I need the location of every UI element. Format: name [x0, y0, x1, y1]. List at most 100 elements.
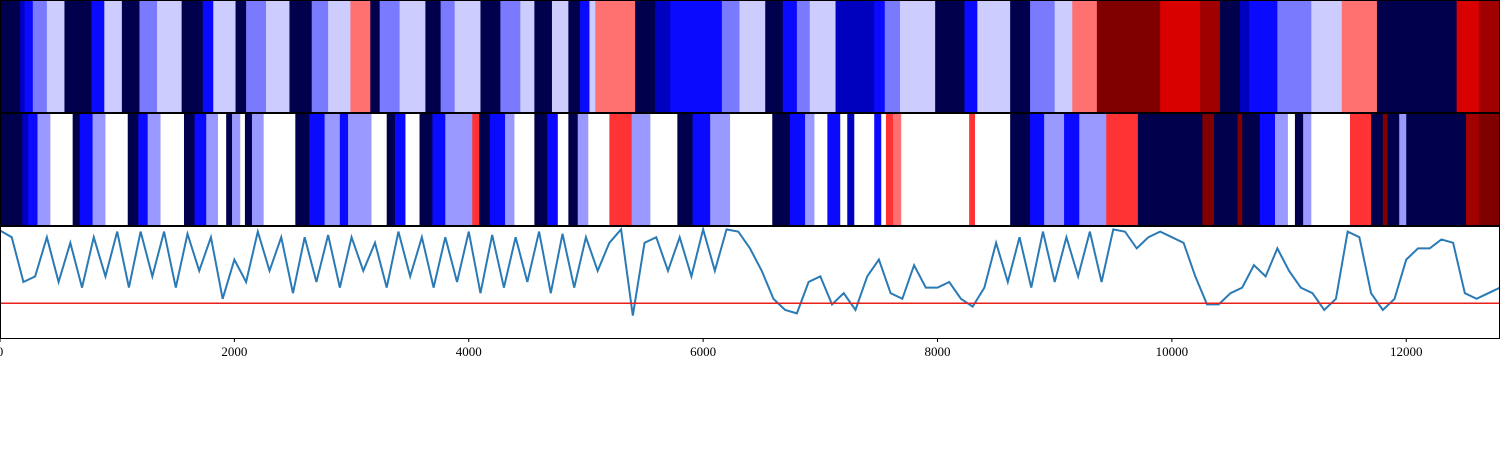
heat-cell: [588, 113, 610, 225]
heat-cell: [514, 113, 535, 225]
heat-cell: [1237, 113, 1243, 225]
heat-cell: [551, 0, 569, 112]
heat-cell: [432, 113, 446, 225]
heat-cell: [1259, 113, 1276, 225]
heat-cell: [1030, 113, 1045, 225]
heat-cell: [289, 0, 313, 112]
heat-cell: [1219, 0, 1241, 112]
heat-cell: [969, 113, 976, 225]
heat-cell: [814, 113, 828, 225]
heat-cell: [181, 0, 204, 112]
heat-cell: [827, 113, 841, 225]
heat-cell: [28, 113, 38, 225]
heat-cell: [339, 113, 349, 225]
heat-cell: [1044, 113, 1065, 225]
heat-cell: [263, 113, 296, 225]
heat-cell: [386, 113, 396, 225]
heat-cell: [500, 0, 521, 112]
heat-cell: [1202, 113, 1215, 225]
heat-cell: [655, 0, 671, 112]
x-tick-label: 6000: [690, 344, 716, 359]
heat-cell: [489, 113, 506, 225]
heat-cell: [405, 113, 421, 225]
heat-cell: [1239, 0, 1250, 112]
heat-cell: [650, 113, 678, 225]
heat-cell: [884, 0, 901, 112]
heat-cell: [1294, 113, 1304, 225]
heat-cell: [311, 0, 329, 112]
heat-cell: [454, 0, 481, 112]
heat-cell: [1054, 0, 1073, 112]
heat-cell: [1137, 113, 1203, 225]
heat-cell: [782, 0, 798, 112]
heat-cell: [251, 113, 265, 225]
heat-cell: [1275, 113, 1289, 225]
heat-cell: [1064, 113, 1080, 225]
heat-cell: [1242, 113, 1261, 225]
heat-cell: [183, 113, 196, 225]
heat-cell: [1350, 113, 1372, 225]
heat-cell: [1371, 113, 1384, 225]
heat-cell: [217, 113, 227, 225]
heat-cell: [677, 113, 694, 225]
heat-cell: [739, 0, 766, 112]
heat-cell: [244, 113, 253, 225]
heat-cell: [1096, 0, 1161, 112]
heat-cell: [609, 113, 633, 225]
heat-cell: [479, 113, 491, 225]
heat-cell: [1406, 113, 1467, 225]
heat-cell: [348, 113, 372, 225]
heat-cell: [789, 113, 806, 225]
heat-cell: [730, 113, 773, 225]
heat-cell: [568, 113, 579, 225]
heat-cell: [79, 113, 94, 225]
heat-cell: [874, 0, 886, 112]
heat-cell: [520, 0, 535, 112]
heat-cell: [206, 113, 219, 225]
heat-cell: [1456, 0, 1480, 112]
heat-cell: [394, 113, 406, 225]
heat-cell: [809, 0, 837, 112]
heat-cell: [160, 113, 185, 225]
heat-cell: [1387, 113, 1400, 225]
heat-cell: [240, 113, 246, 225]
heat-cell: [874, 113, 882, 225]
heat-cell: [900, 0, 936, 112]
heat-cell: [580, 0, 590, 112]
heat-cell: [213, 0, 237, 112]
heat-cell: [1399, 113, 1407, 225]
axes-frame: [0, 226, 1500, 339]
heat-cell: [202, 0, 214, 112]
heat-cell: [534, 113, 548, 225]
heat-cell: [1079, 113, 1107, 225]
heat-cell: [324, 113, 341, 225]
heat-cell: [1072, 0, 1098, 112]
heat-cell: [1478, 0, 1500, 112]
heat-cell: [121, 0, 140, 112]
heat-cell: [1376, 0, 1458, 112]
heat-cell: [1160, 0, 1201, 112]
heat-cell: [901, 113, 970, 225]
data-line: [0, 226, 1500, 316]
heat-cell: [977, 0, 1011, 112]
heat-cell: [194, 113, 207, 225]
heat-cell: [1200, 0, 1221, 112]
heat-cell: [568, 0, 581, 112]
heat-cell: [595, 0, 636, 112]
heat-cell: [1478, 113, 1500, 225]
heat-cell: [399, 0, 426, 112]
heat-cell: [772, 113, 791, 225]
heat-cell: [835, 0, 875, 112]
heat-cell: [246, 0, 267, 112]
x-tick-label: 8000: [925, 344, 951, 359]
heat-cell: [226, 113, 233, 225]
heat-cell: [232, 113, 241, 225]
heat-cell: [1382, 113, 1388, 225]
heat-cell: [1249, 0, 1278, 112]
heat-cell: [472, 113, 480, 225]
heat-cell: [710, 113, 731, 225]
heat-cell: [805, 113, 815, 225]
heat-cell: [157, 0, 183, 112]
heat-cell: [425, 0, 442, 112]
